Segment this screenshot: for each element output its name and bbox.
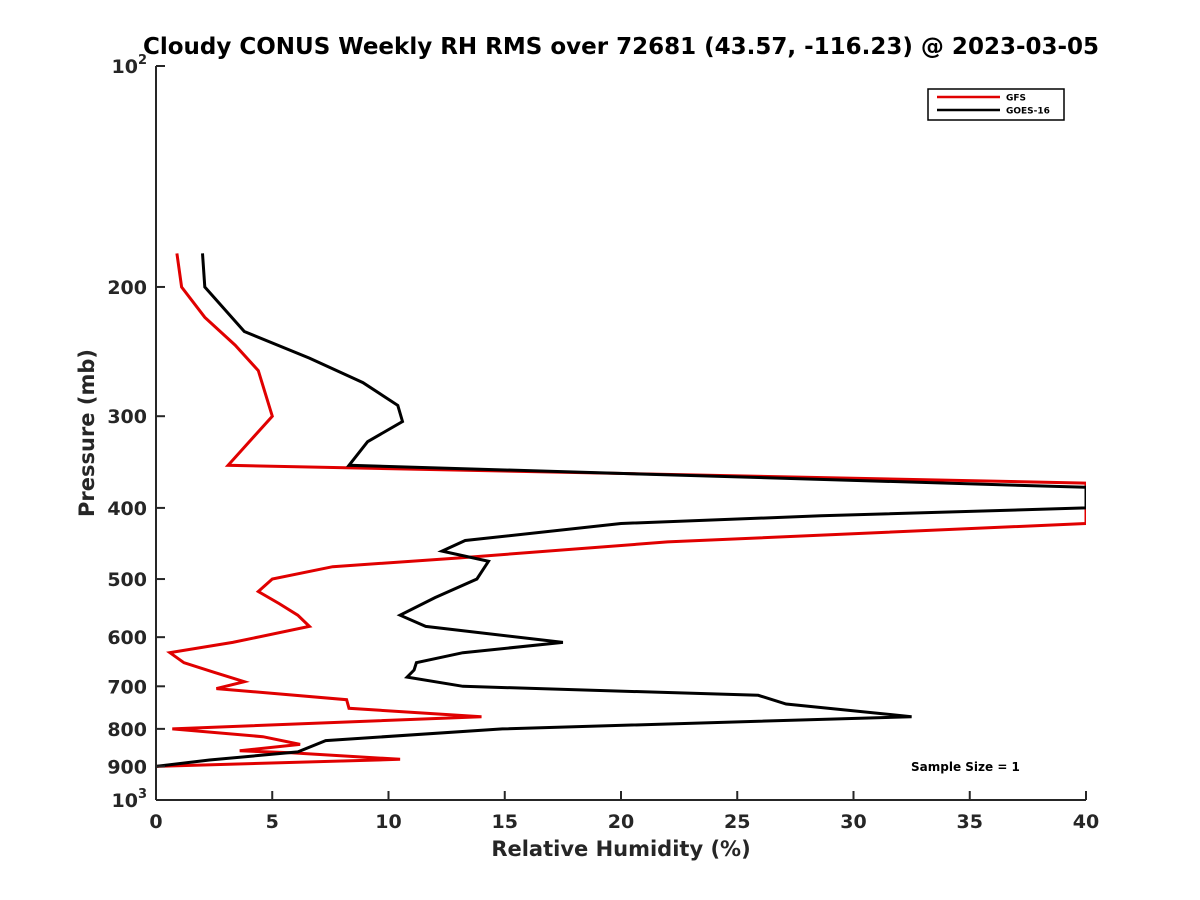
x-tick-label: 10 [375,811,401,833]
y-tick-label: 300 [107,406,147,428]
chart-title: Cloudy CONUS Weekly RH RMS over 72681 (4… [143,34,1099,60]
legend-label-gfs: GFS [1006,94,1026,104]
y-tick-label: 103 [112,787,148,812]
x-axis-label: Relative Humidity (%) [491,837,750,861]
x-tick-label: 40 [1073,811,1099,833]
plot-frame [156,66,1086,800]
x-tick-label: 35 [957,811,983,833]
y-tick-label: 200 [107,277,147,299]
sample-size-annotation: Sample Size = 1 [911,760,1020,774]
y-axis-label: Pressure (mb) [75,349,99,517]
y-tick-label: 400 [107,498,147,520]
y-tick-label: 102 [112,53,148,78]
legend: GFS GOES-16 [927,88,1065,121]
y-tick-label: 500 [107,569,147,591]
x-tick-label: 20 [608,811,634,833]
series-line-gfs [156,253,1086,768]
x-tick-label: 25 [724,811,750,833]
legend-label-goes16: GOES-16 [1006,107,1050,117]
legend-box [927,88,1065,121]
x-axis-ticks: 0 5 10 15 20 25 30 35 40 [149,791,1099,833]
y-tick-label: 700 [107,676,147,698]
x-tick-label: 5 [266,811,279,833]
x-tick-label: 30 [840,811,866,833]
plot-area: 0 5 10 15 20 25 30 35 40 102 200 300 400 500 600 700 80… [107,53,1099,833]
y-axis-ticks: 102 200 300 400 500 600 700 800 900 103 [107,53,165,812]
x-tick-label: 0 [149,811,162,833]
y-tick-label: 900 [107,756,147,778]
y-tick-label: 600 [107,627,147,649]
series-line-goes16 [156,253,1086,768]
x-tick-label: 15 [492,811,518,833]
y-tick-label: 800 [107,719,147,741]
series-layer [156,253,1086,768]
